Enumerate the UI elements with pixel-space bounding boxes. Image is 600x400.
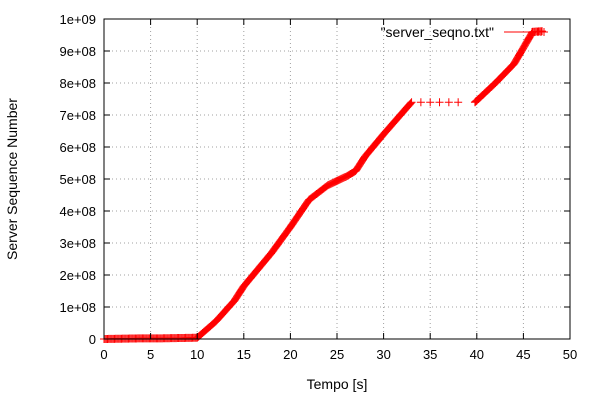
y-tick-label: 9e+08 — [59, 44, 96, 59]
data-point-trace — [405, 100, 414, 109]
x-tick-label: 15 — [237, 347, 251, 362]
data-point — [435, 98, 444, 107]
y-tick-label: 1e+08 — [59, 300, 96, 315]
x-tick-label: 30 — [376, 347, 390, 362]
x-tick-label: 20 — [283, 347, 297, 362]
x-tick-label: 10 — [190, 347, 204, 362]
x-tick-label: 40 — [470, 347, 484, 362]
y-tick-label: 5e+08 — [59, 172, 96, 187]
data-point — [416, 98, 425, 107]
grid-lines — [104, 19, 570, 339]
data-point — [454, 98, 463, 107]
y-tick-label: 2e+08 — [59, 268, 96, 283]
x-axis-title: Tempo [s] — [307, 376, 368, 392]
data-point-trace — [488, 81, 497, 90]
y-axis-title: Server Sequence Number — [4, 98, 20, 260]
data-point-trace — [209, 319, 218, 328]
legend-marker-sample — [528, 28, 548, 36]
legend: "server_seqno.txt" — [381, 24, 548, 40]
y-tick-label: 0 — [89, 332, 96, 347]
x-tick-label: 45 — [516, 347, 530, 362]
x-tick-label: 0 — [100, 347, 107, 362]
legend-marker — [540, 28, 548, 36]
data-point — [444, 98, 453, 107]
x-tick-label: 25 — [330, 347, 344, 362]
data-point-trace — [406, 99, 415, 108]
data-point-trace — [406, 99, 415, 108]
x-tick-label: 35 — [423, 347, 437, 362]
y-tick-label: 3e+08 — [59, 236, 96, 251]
y-tick-label: 8e+08 — [59, 76, 96, 91]
y-tick-label: 6e+08 — [59, 140, 96, 155]
axis-ticks: 0 5 10 15 20 25 30 35 40 45 50 0 1e+08 2e+08 3e+08 4e+0… — [59, 12, 577, 362]
x-tick-label: 50 — [563, 347, 577, 362]
legend-label: "server_seqno.txt" — [381, 24, 494, 40]
data-point — [426, 98, 435, 107]
x-tick-label: 5 — [147, 347, 154, 362]
y-tick-label: 1e+09 — [59, 12, 96, 27]
y-tick-label: 7e+08 — [59, 108, 96, 123]
y-tick-label: 4e+08 — [59, 204, 96, 219]
plot-series — [100, 27, 547, 343]
